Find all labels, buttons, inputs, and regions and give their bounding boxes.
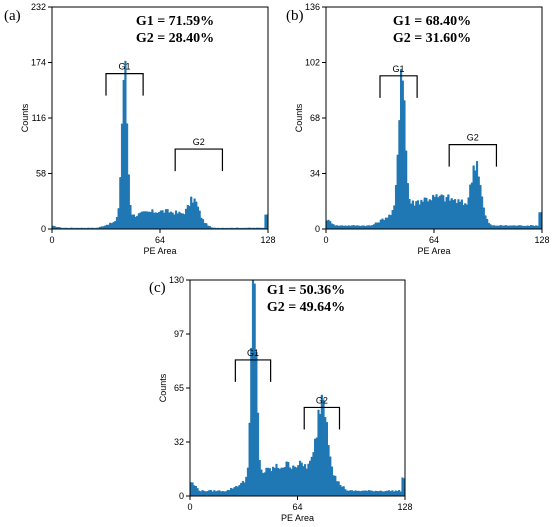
x-tick-label: 0 [323,235,328,245]
y-tick-label: 102 [305,58,320,68]
panel-label: (b) [286,8,304,24]
y-tick-label: 232 [31,2,46,12]
gate-percentage-1: G1 = 71.59% [136,14,214,29]
y-tick-label: 58 [36,169,46,179]
gate-g2-label: G2 [316,395,328,405]
y-tick-label: 174 [31,58,46,68]
gate-g1-label: G1 [393,64,405,74]
panel-b: 0 34 68 102 136 0 64 128 PE Area Counts G1 G2 (b) G1 … [286,2,550,256]
y-axis-title: Counts [158,373,168,402]
y-tick-label: 65 [174,383,184,393]
gate-g2-bracket [303,406,341,430]
gate-percentage-2: G2 = 49.64% [267,300,345,315]
x-tick-label: 0 [49,235,54,245]
panel-label: (a) [4,8,21,24]
x-tick-label: 64 [429,235,439,245]
histogram-area [51,60,269,230]
gate-g2-bracket [174,148,224,172]
gate-g2-label: G2 [467,133,479,143]
x-tick-label: 128 [534,235,549,245]
x-tick-label: 64 [155,235,165,245]
y-axis-title: Counts [20,103,30,132]
y-tick-label: 0 [315,224,320,234]
y-tick-label: 32 [174,437,184,447]
gate-percentage-1: G1 = 50.36% [267,283,345,298]
gate-g1-label: G1 [119,62,131,72]
gate-g2-label: G2 [193,137,205,147]
gate-g1-bracket [379,75,418,98]
y-tick-label: 0 [41,224,46,234]
x-tick-label: 64 [292,502,302,512]
x-axis-title: PE Area [143,246,176,256]
gate-percentage-2: G2 = 28.40% [136,31,214,46]
gate-g1-bracket [234,359,272,382]
gate-g2-bracket [448,144,498,167]
panel-label: (c) [149,280,166,296]
y-tick-label: 130 [169,275,184,285]
x-axis-title: PE Area [281,513,314,523]
y-axis-title: Counts [294,103,304,132]
histogram-area [325,69,543,230]
panel-a: 0 58 116 174 232 0 64 128 PE Area Counts G1 G2 (a) G1… [4,2,276,256]
gate-percentage-1: G1 = 68.40% [393,14,471,29]
histogram-area [189,279,406,497]
gate-g1-label: G1 [247,348,259,358]
y-tick-label: 97 [174,329,184,339]
y-tick-label: 0 [179,491,184,501]
x-tick-label: 128 [397,502,412,512]
y-tick-label: 116 [32,113,46,123]
gate-percentage-2: G2 = 31.60% [393,31,471,46]
x-tick-label: 0 [187,502,192,512]
y-tick-label: 68 [310,113,320,123]
y-tick-label: 136 [305,2,320,12]
panel-c: 0 32 65 97 130 0 64 128 PE Area Counts G1 G2 (c) G1 =… [149,275,413,523]
x-tick-label: 128 [260,235,275,245]
gate-g1-bracket [105,73,144,96]
y-tick-label: 34 [310,169,320,179]
x-axis-title: PE Area [417,246,450,256]
